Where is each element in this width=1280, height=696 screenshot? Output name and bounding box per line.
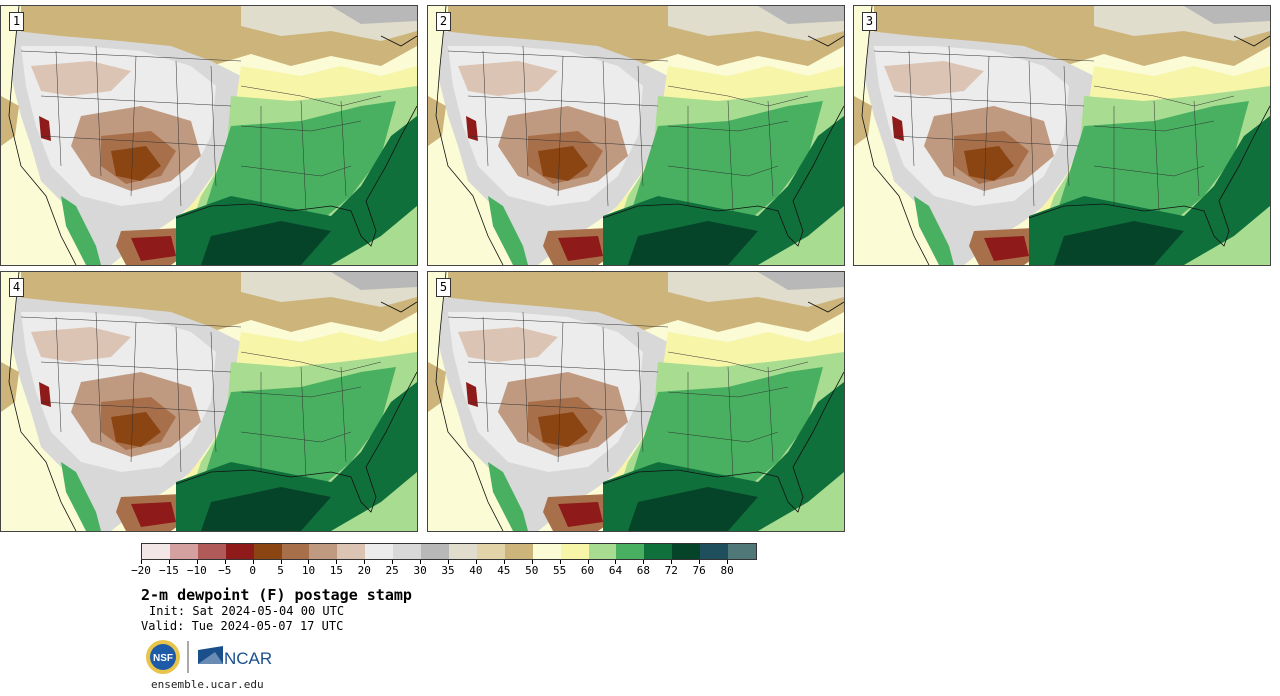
site-url: ensemble.ucar.edu (151, 678, 264, 691)
colorbar-tick (336, 560, 338, 564)
colorbar-cell (365, 544, 394, 559)
colorbar-tick-label: −10 (186, 564, 207, 577)
colorbar-cell (644, 544, 673, 559)
dewpoint-map (428, 6, 844, 265)
nsf-logo-text: NSF (153, 653, 173, 664)
colorbar-tick-label: −5 (218, 564, 232, 577)
colorbar-tick (196, 560, 198, 564)
colorbar-cell (197, 544, 226, 559)
colorbar-cell (588, 544, 617, 559)
colorbar-tick (559, 560, 561, 564)
colorbar-tick (448, 560, 449, 564)
colorbar (141, 543, 757, 560)
colorbar-cell (560, 544, 589, 559)
colorbar-ticks: −20 −15 −10 −5 0 5 10 15 20 25 30 35 40 45 50 55 60 64 68 7… (131, 560, 755, 580)
ncar-logo-text: NCAR (224, 649, 272, 668)
dewpoint-map (1, 6, 417, 265)
colorbar-cell (448, 544, 477, 559)
colorbar-tick-label: 35 (441, 564, 455, 577)
colorbar-cell (142, 544, 170, 559)
colorbar-cell (504, 544, 533, 559)
colorbar-tick-label: 45 (497, 564, 511, 577)
colorbar-tick-label: 68 (636, 564, 650, 577)
colorbar-cell (728, 544, 756, 559)
colorbar-tick-label: 40 (469, 564, 483, 577)
colorbar-tick (671, 560, 673, 564)
ensemble-member-panel-5: 5 (427, 271, 845, 532)
colorbar-cell (281, 544, 310, 559)
colorbar-cell (169, 544, 198, 559)
colorbar-tick-label: 20 (357, 564, 371, 577)
ensemble-member-panel-3: 3 (853, 5, 1271, 266)
colorbar-tick (392, 560, 394, 564)
colorbar-cell (700, 544, 729, 559)
colorbar-tick-label: 80 (720, 564, 734, 577)
colorbar-tick (503, 560, 505, 564)
colorbar-tick-label: 0 (249, 564, 256, 577)
dewpoint-map (854, 6, 1270, 265)
colorbar-tick (168, 560, 170, 564)
colorbar-tick (252, 560, 254, 564)
colorbar-cell (309, 544, 338, 559)
page-title: 2-m dewpoint (F) postage stamp (141, 586, 412, 604)
colorbar-cell (532, 544, 561, 559)
panel-number-1: 1 (9, 12, 24, 31)
dewpoint-map (1, 272, 417, 531)
ensemble-member-panel-1: 1 (0, 5, 418, 266)
panel-number-3: 3 (862, 12, 877, 31)
colorbar-tick-label: 25 (385, 564, 399, 577)
colorbar-tick (727, 560, 729, 564)
colorbar-tick-label: 76 (692, 564, 706, 577)
colorbar-tick-label: 60 (580, 564, 595, 577)
ncar-logo-icon: NCAR (198, 646, 272, 668)
ensemble-member-panel-4: 4 (0, 271, 418, 532)
colorbar-tick (420, 560, 422, 564)
colorbar-tick-label: 50 (525, 564, 539, 577)
colorbar-tick (308, 560, 310, 564)
colorbar-tick (364, 560, 366, 564)
colorbar-tick-label: 5 (277, 564, 284, 577)
dewpoint-map (428, 272, 844, 531)
colorbar-tick (699, 560, 701, 564)
colorbar-cell (337, 544, 366, 559)
colorbar-cell (421, 544, 449, 559)
colorbar-tick-label: 15 (329, 564, 343, 577)
colorbar-cell (225, 544, 254, 559)
colorbar-tick-label: 72 (664, 564, 678, 577)
nsf-logo-icon: NSF (146, 640, 180, 674)
colorbar-tick-label: 55 (553, 564, 567, 577)
colorbar-tick (141, 560, 142, 564)
logos: NSF NCAR (146, 640, 272, 674)
colorbar-tick (224, 560, 226, 564)
colorbar-cell (672, 544, 701, 559)
panel-number-2: 2 (436, 12, 451, 31)
panel-number-5: 5 (436, 278, 451, 297)
colorbar-tick-label: 64 (608, 564, 623, 577)
colorbar-tick (643, 560, 645, 564)
panel-number-4: 4 (9, 278, 24, 297)
colorbar-tick-label: −20 (131, 564, 151, 577)
colorbar-tick-label: 10 (301, 564, 316, 577)
colorbar-tick (475, 560, 477, 564)
colorbar-cell (253, 544, 282, 559)
colorbar-tick (587, 560, 589, 564)
colorbar-cell (616, 544, 645, 559)
init-time: Init: Sat 2024-05-04 00 UTC (149, 604, 345, 618)
colorbar-tick-label: −15 (158, 564, 179, 577)
colorbar-tick (615, 560, 617, 564)
colorbar-cell (476, 544, 505, 559)
colorbar-tick-label: 30 (413, 564, 427, 577)
colorbar-tick (531, 560, 533, 564)
ensemble-member-panel-2: 2 (427, 5, 845, 266)
valid-time: Valid: Tue 2024-05-07 17 UTC (141, 619, 344, 633)
colorbar-cell (393, 544, 422, 559)
colorbar-tick (280, 560, 282, 564)
